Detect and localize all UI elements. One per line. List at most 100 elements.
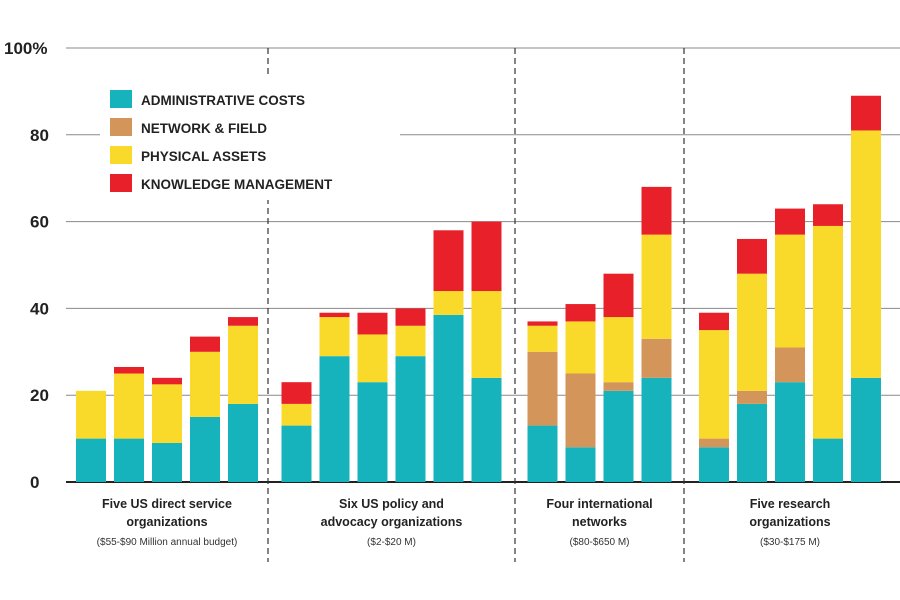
bar-segment-physical-assets xyxy=(775,234,805,348)
y-tick-label: 20 xyxy=(30,386,49,405)
bar-segment-physical-assets xyxy=(603,317,634,383)
bar-segment-physical-assets xyxy=(851,130,881,378)
bar-segment-administrative-costs xyxy=(114,438,144,482)
bar-segment-physical-assets xyxy=(471,291,502,378)
bar-segment-knowledge-management xyxy=(737,238,767,274)
bar-segment-administrative-costs xyxy=(813,438,843,482)
bar-segment-knowledge-management xyxy=(152,377,182,385)
y-tick-label: 40 xyxy=(30,299,49,318)
bar-segment-administrative-costs xyxy=(851,377,881,482)
y-tick-label: 0 xyxy=(30,473,39,492)
bar-segment-administrative-costs xyxy=(565,447,596,482)
bar-segment-administrative-costs xyxy=(76,438,106,482)
bar-segment-physical-assets xyxy=(228,325,258,404)
bar-segment-network-field xyxy=(527,351,558,426)
bar-segment-administrative-costs xyxy=(152,442,182,482)
legend-item-network-field: NETWORK & FIELD xyxy=(110,118,267,136)
legend-box xyxy=(100,76,400,200)
group-label-line: organizations xyxy=(749,515,830,529)
bar-segment-network-field xyxy=(775,347,805,383)
bar-segment-physical-assets xyxy=(813,225,843,439)
bar-segment-physical-assets xyxy=(152,384,182,443)
bar-segment-knowledge-management xyxy=(641,186,672,235)
group-label-line: networks xyxy=(572,515,627,529)
legend-item-physical-assets: PHYSICAL ASSETS xyxy=(110,146,266,164)
group-label-line: Six US policy and xyxy=(339,497,444,511)
bar-segment-knowledge-management xyxy=(319,312,350,318)
bar-segment-physical-assets xyxy=(527,325,558,352)
bar-segment-administrative-costs xyxy=(395,356,426,482)
y-tick-label: 60 xyxy=(30,213,49,232)
bar-segment-knowledge-management xyxy=(813,204,843,226)
bar-segment-administrative-costs xyxy=(699,447,729,482)
group-label-line: Five research xyxy=(750,497,831,511)
bar-segment-knowledge-management xyxy=(699,312,729,331)
bar-segment-physical-assets xyxy=(433,291,464,315)
bar-segment-knowledge-management xyxy=(228,317,258,326)
bar-segment-knowledge-management xyxy=(433,230,464,292)
bar-segment-knowledge-management xyxy=(471,221,502,292)
bar-segment-network-field xyxy=(737,390,767,404)
legend-swatch-physical-assets xyxy=(110,146,132,164)
bar-segment-administrative-costs xyxy=(433,314,464,482)
legend-item-knowledge-management: KNOWLEDGE MANAGEMENT xyxy=(110,174,333,192)
bar-segment-physical-assets xyxy=(114,373,144,439)
group-label-line: organizations xyxy=(126,515,207,529)
bar-segment-knowledge-management xyxy=(527,321,558,326)
legend-label-knowledge-management: KNOWLEDGE MANAGEMENT xyxy=(141,177,333,192)
bar-segment-knowledge-management xyxy=(190,336,220,352)
group-labels: Five US direct service organizations ($55-… xyxy=(97,497,831,548)
bar-segment-physical-assets xyxy=(641,234,672,339)
bar-segment-physical-assets xyxy=(76,390,106,439)
group-label-line: Five US direct service xyxy=(102,497,232,511)
bar-segment-administrative-costs xyxy=(641,377,672,482)
bar-segment-administrative-costs xyxy=(737,403,767,482)
bar-segment-knowledge-management xyxy=(357,312,388,335)
bar-segment-administrative-costs xyxy=(471,377,502,482)
group-label-line: advocacy organizations xyxy=(321,515,463,529)
bar-segment-network-field xyxy=(565,373,596,448)
legend-label-physical-assets: PHYSICAL ASSETS xyxy=(141,149,266,164)
legend-label-network-field: NETWORK & FIELD xyxy=(141,121,267,136)
bar-segment-network-field xyxy=(641,338,672,378)
group-label-line: Four international xyxy=(546,497,652,511)
group-label-budget: ($2-$20 M) xyxy=(367,537,416,548)
legend-swatch-knowledge-management xyxy=(110,174,132,192)
bar-segment-physical-assets xyxy=(395,325,426,357)
bar-segment-knowledge-management xyxy=(395,308,426,326)
legend-swatch-network-field xyxy=(110,118,132,136)
legend-label-administrative-costs: ADMINISTRATIVE COSTS xyxy=(141,93,305,108)
bar-segment-administrative-costs xyxy=(228,403,258,482)
legend-item-administrative-costs: ADMINISTRATIVE COSTS xyxy=(110,90,305,108)
bar-segment-knowledge-management xyxy=(851,95,881,131)
bar-segment-knowledge-management xyxy=(775,208,805,235)
y-axis: 0 20 40 60 80 100% xyxy=(4,39,49,492)
bar-segment-physical-assets xyxy=(699,330,729,439)
group-label-budget: ($30-$175 M) xyxy=(760,537,820,548)
bar-segment-physical-assets xyxy=(737,273,767,391)
bar-segment-network-field xyxy=(699,438,729,448)
bar-segment-administrative-costs xyxy=(281,425,312,482)
bar-segment-physical-assets xyxy=(319,317,350,357)
group-label-budget: ($80-$650 M) xyxy=(569,537,629,548)
bar-segment-knowledge-management xyxy=(565,304,596,322)
bar-segment-physical-assets xyxy=(357,334,388,383)
bar-segment-administrative-costs xyxy=(319,356,350,482)
bar-segment-administrative-costs xyxy=(603,390,634,482)
bar-segment-physical-assets xyxy=(565,321,596,374)
bar-segment-knowledge-management xyxy=(603,273,634,318)
bar-segment-physical-assets xyxy=(281,403,312,426)
bar-segment-knowledge-management xyxy=(114,366,144,374)
bar-segment-administrative-costs xyxy=(357,382,388,482)
bar-segment-administrative-costs xyxy=(527,425,558,482)
y-tick-label: 80 xyxy=(30,126,49,145)
bar-segment-network-field xyxy=(603,382,634,391)
bar-segment-administrative-costs xyxy=(190,416,220,482)
group-label-budget: ($55-$90 Million annual budget) xyxy=(97,537,238,548)
legend: ADMINISTRATIVE COSTS NETWORK & FIELD PHY… xyxy=(110,90,333,192)
bar-segment-knowledge-management xyxy=(281,382,312,404)
bar-segment-administrative-costs xyxy=(775,382,805,482)
bar-segment-physical-assets xyxy=(190,351,220,417)
y-tick-label: 100% xyxy=(4,39,47,58)
